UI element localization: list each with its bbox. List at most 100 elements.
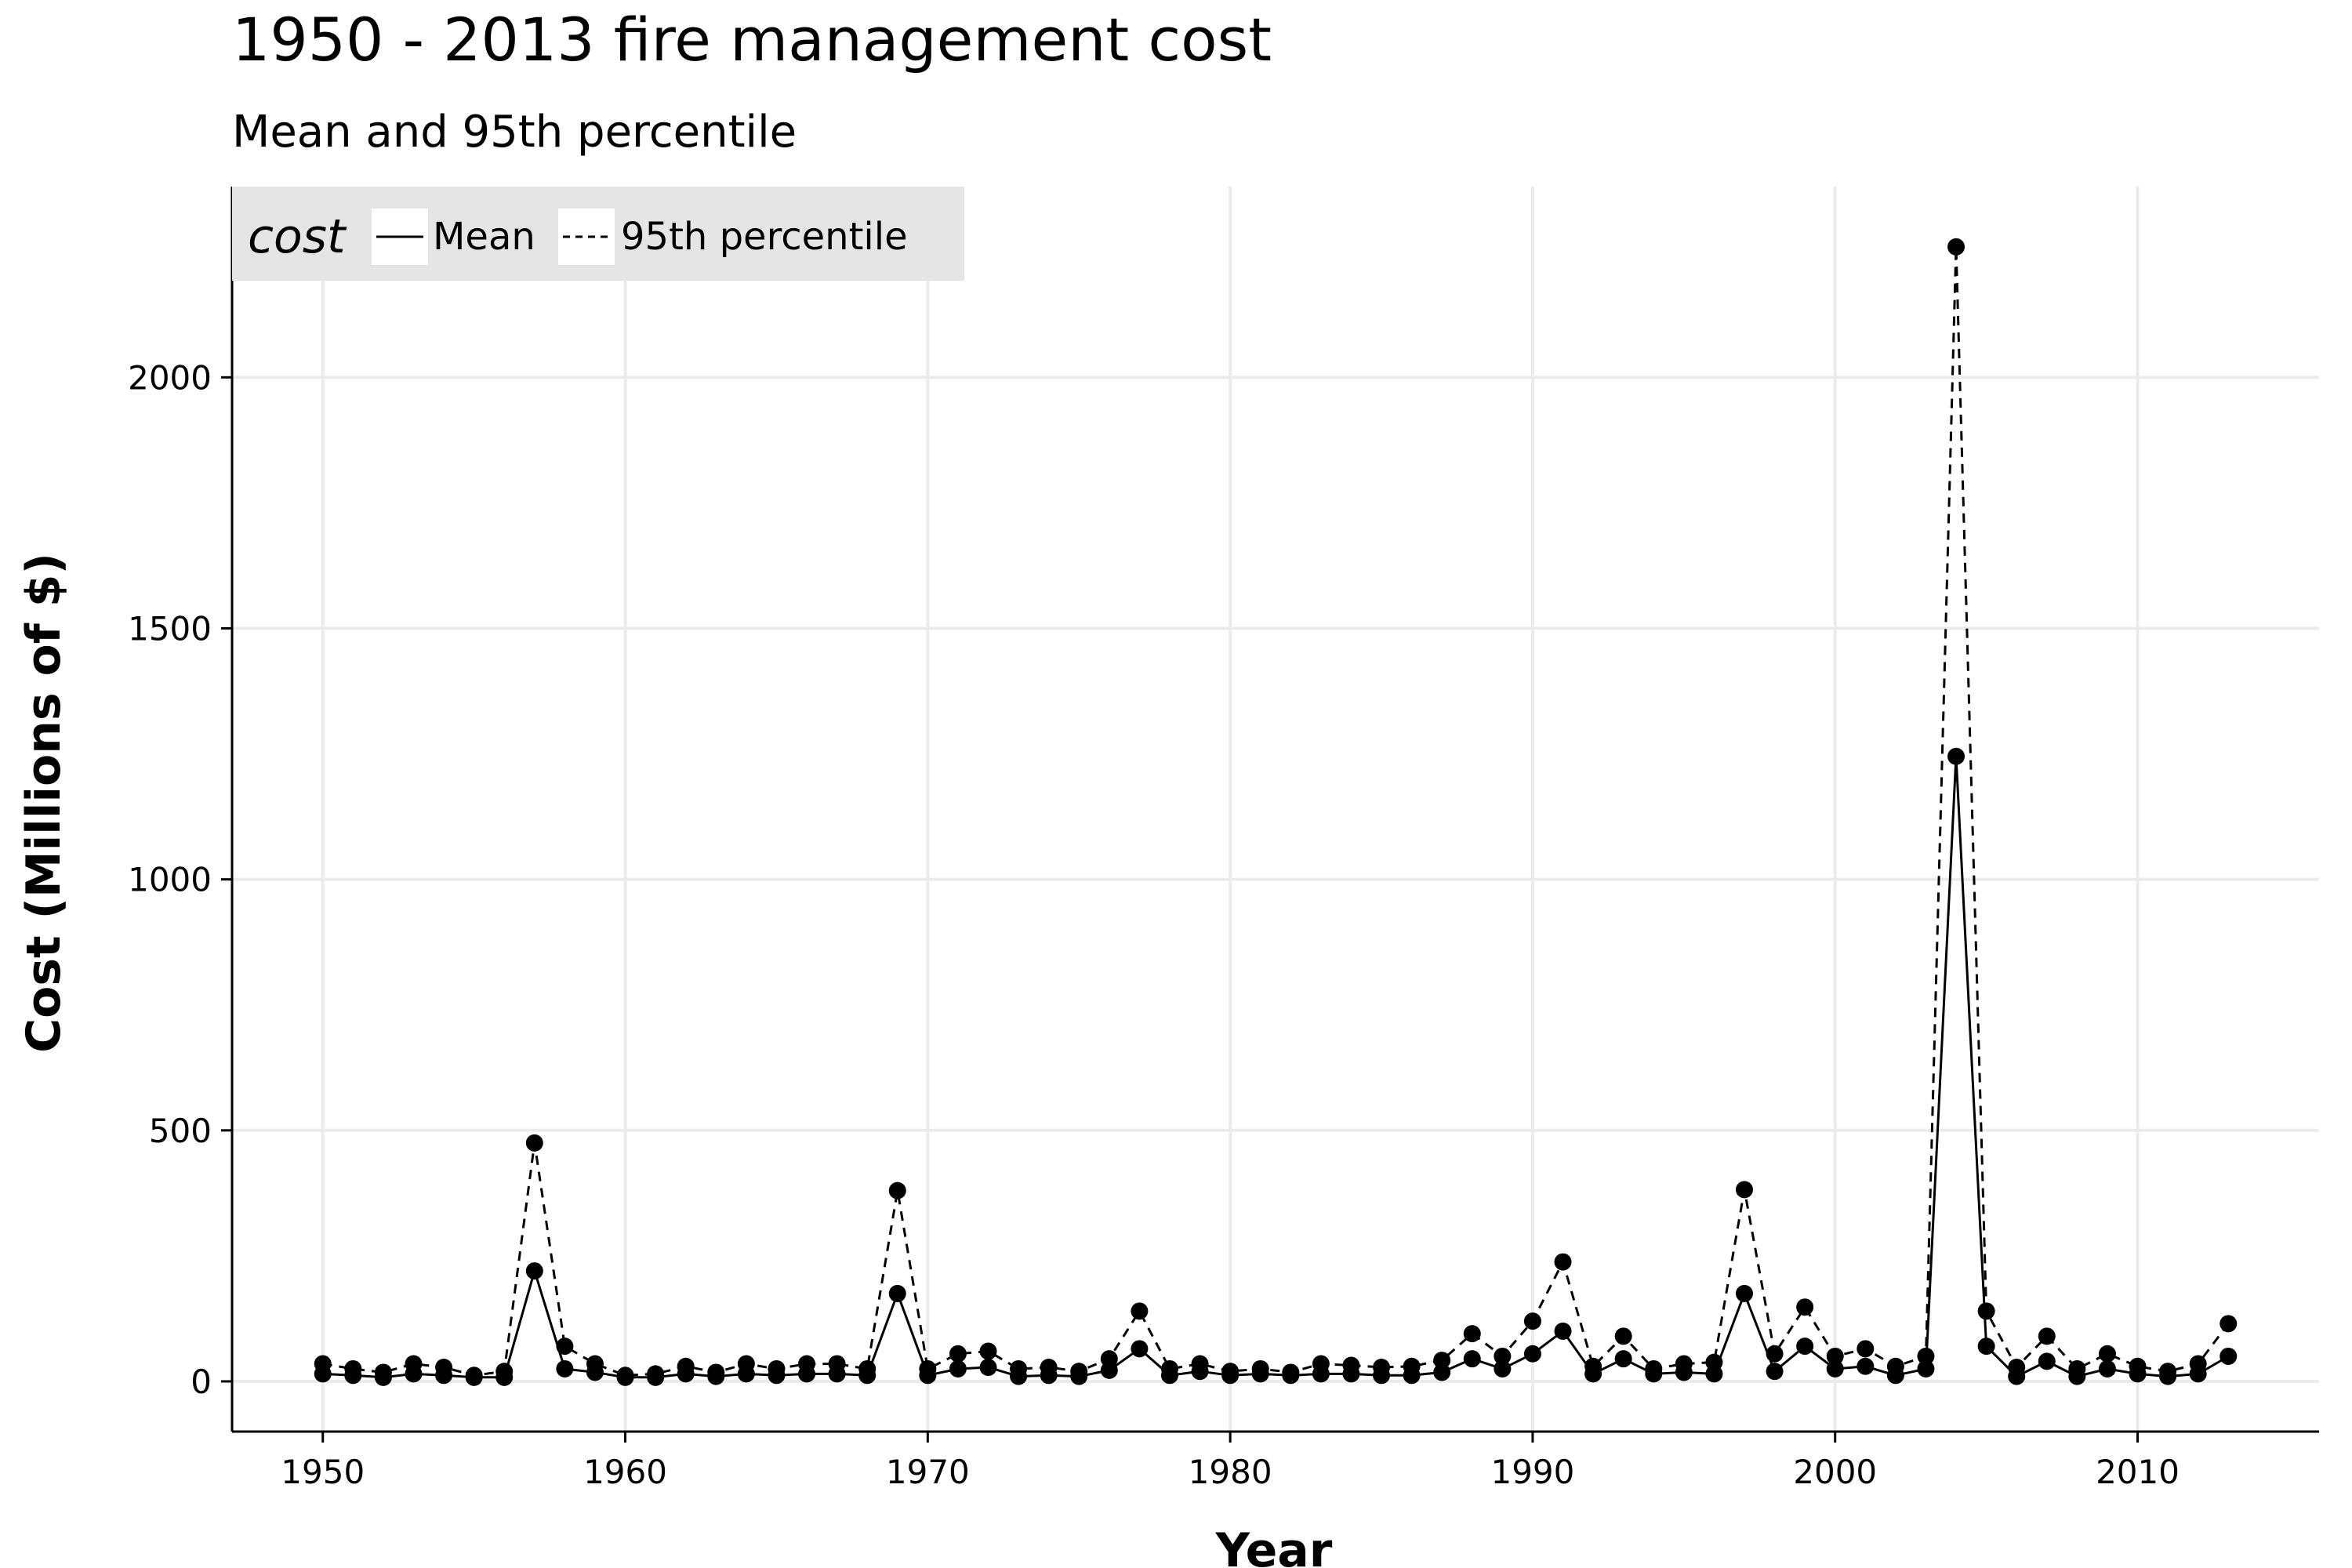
x-tick-label: 1980 [1189, 1453, 1272, 1491]
data-point-95th-percentile [828, 1355, 846, 1373]
data-point-95th-percentile [1494, 1347, 1512, 1365]
data-point-95th-percentile [1160, 1359, 1178, 1377]
data-point-mean [1857, 1357, 1875, 1375]
data-point-mean [1523, 1345, 1541, 1363]
data-point-95th-percentile [1857, 1340, 1875, 1358]
x-tick-label: 1990 [1490, 1453, 1574, 1491]
data-point-95th-percentile [2220, 1315, 2238, 1333]
data-points [314, 238, 2238, 1386]
series-line-mean [322, 755, 2230, 1379]
data-point-95th-percentile [2098, 1345, 2116, 1363]
x-tick-label: 1950 [281, 1453, 365, 1491]
data-point-mean [1796, 1338, 1814, 1356]
x-tick-label: 1970 [886, 1453, 970, 1491]
data-point-95th-percentile [1191, 1355, 1209, 1373]
data-point-95th-percentile [616, 1367, 634, 1385]
data-point-95th-percentile [2159, 1363, 2177, 1381]
data-point-95th-percentile [1433, 1352, 1451, 1370]
data-point-95th-percentile [1463, 1325, 1481, 1343]
data-point-95th-percentile [737, 1355, 755, 1373]
data-point-95th-percentile [556, 1338, 574, 1356]
data-point-95th-percentile [2068, 1359, 2086, 1377]
legend: cost Mean 95th percentile [232, 187, 964, 281]
chart-title: 1950 - 2013 fire management cost [232, 5, 1272, 74]
data-point-95th-percentile [1705, 1353, 1723, 1371]
data-point-95th-percentile [798, 1355, 816, 1373]
data-point-mean [1917, 1359, 1935, 1377]
data-point-95th-percentile [1554, 1253, 1572, 1271]
legend-title: cost [248, 209, 347, 264]
data-point-95th-percentile [1645, 1359, 1663, 1377]
data-point-95th-percentile [979, 1342, 997, 1360]
data-point-95th-percentile [677, 1357, 695, 1375]
y-tick-label: 2000 [128, 358, 212, 397]
tick-labels: 1950 1960 1970 1980 1990 2000 2010 0 500 1000 1500… [128, 358, 2180, 1491]
data-point-95th-percentile [1523, 1312, 1541, 1330]
data-point-mean [1131, 1340, 1149, 1358]
data-point-95th-percentile [374, 1363, 392, 1381]
data-point-95th-percentile [1312, 1355, 1330, 1373]
data-point-95th-percentile [1584, 1357, 1602, 1375]
data-point-mean [1826, 1359, 1844, 1377]
data-point-mean [2098, 1359, 2116, 1377]
x-tick-label: 2000 [1793, 1453, 1877, 1491]
data-point-95th-percentile [1977, 1302, 1995, 1320]
data-point-mean [2220, 1347, 2238, 1365]
y-tick-label: 1000 [128, 861, 212, 899]
x-axis-title: Year [1215, 1523, 1333, 1568]
data-point-mean [1463, 1350, 1481, 1368]
data-point-95th-percentile [1886, 1357, 1904, 1375]
data-point-95th-percentile [888, 1181, 906, 1200]
data-point-95th-percentile [1131, 1302, 1149, 1320]
data-point-mean [556, 1359, 574, 1377]
data-point-95th-percentile [1614, 1327, 1632, 1345]
series-lines [322, 245, 2230, 1379]
legend-label-95th: 95th percentile [621, 215, 908, 259]
data-point-mean [525, 1262, 543, 1280]
data-point-95th-percentile [495, 1363, 514, 1381]
chart-subtitle: Mean and 95th percentile [232, 107, 797, 158]
data-point-mean [1614, 1350, 1632, 1368]
data-point-95th-percentile [1826, 1347, 1844, 1365]
data-point-95th-percentile [2038, 1327, 2056, 1345]
data-point-95th-percentile [1917, 1347, 1935, 1365]
x-tick-label: 1960 [583, 1453, 667, 1491]
data-point-mean [1554, 1322, 1572, 1340]
data-point-95th-percentile [768, 1359, 786, 1377]
legend-label-mean: Mean [433, 215, 535, 259]
series-line-95th-percentile [322, 245, 2230, 1377]
data-point-95th-percentile [435, 1359, 453, 1377]
data-point-95th-percentile [1070, 1363, 1088, 1381]
data-point-95th-percentile [1675, 1355, 1693, 1373]
data-point-mean [1735, 1284, 1753, 1302]
data-point-mean [949, 1359, 967, 1377]
data-point-mean [1494, 1359, 1512, 1377]
data-point-mean [2038, 1352, 2056, 1370]
data-point-mean [979, 1359, 997, 1377]
data-point-95th-percentile [1010, 1359, 1028, 1377]
data-point-95th-percentile [1735, 1181, 1753, 1199]
data-point-95th-percentile [2008, 1359, 2026, 1377]
data-point-95th-percentile [1766, 1345, 1784, 1363]
data-point-95th-percentile [2129, 1357, 2147, 1375]
grid-lines [232, 187, 2319, 1432]
data-point-95th-percentile [647, 1365, 665, 1383]
data-point-95th-percentile [2189, 1355, 2207, 1373]
axes [230, 187, 2319, 1433]
data-point-95th-percentile [1040, 1359, 1058, 1377]
data-point-95th-percentile [405, 1355, 423, 1373]
data-point-95th-percentile [525, 1134, 543, 1152]
y-tick-label: 0 [191, 1363, 212, 1401]
data-point-95th-percentile [1342, 1356, 1360, 1374]
data-point-95th-percentile [1947, 238, 1965, 256]
data-point-95th-percentile [858, 1359, 877, 1377]
y-axis-title: Cost (Millions of $) [16, 553, 71, 1053]
data-point-mean [1947, 747, 1965, 765]
data-point-95th-percentile [1373, 1359, 1391, 1377]
data-point-95th-percentile [707, 1363, 725, 1381]
data-point-95th-percentile [1100, 1350, 1118, 1368]
data-point-95th-percentile [1403, 1357, 1421, 1375]
data-point-mean [1433, 1363, 1451, 1381]
data-point-95th-percentile [465, 1367, 483, 1385]
